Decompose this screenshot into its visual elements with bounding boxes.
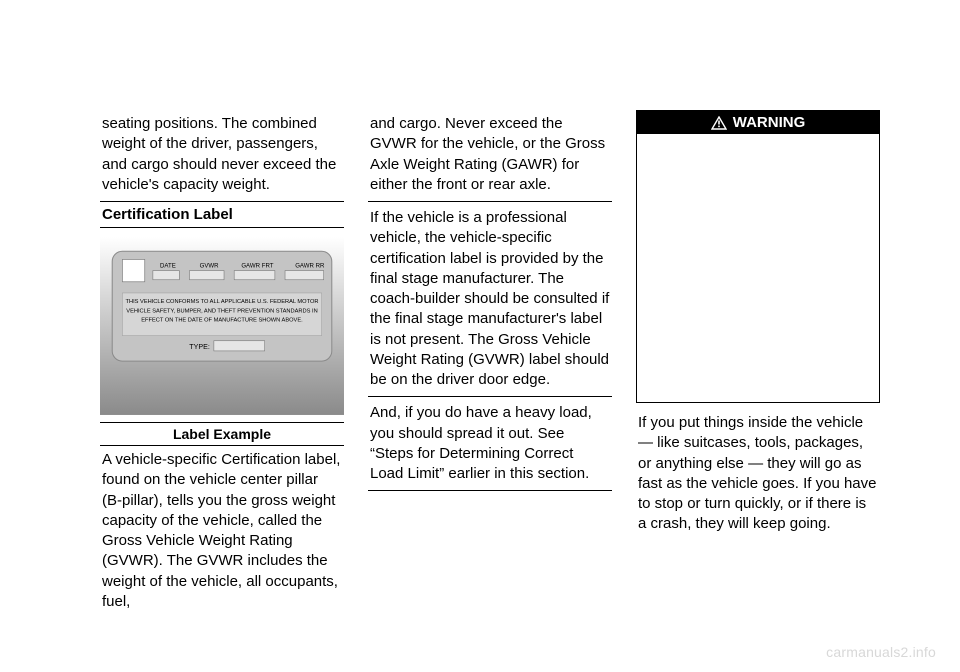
col1-para2: A vehicle-specific Certification label, … — [100, 446, 344, 616]
label-conformity-line2: VEHICLE SAFETY, BUMPER, AND THEFT PREVEN… — [126, 308, 317, 314]
warning-body — [637, 134, 879, 402]
certification-label-heading: Certification Label — [100, 204, 344, 225]
column-2: and cargo. Never exceed the GVWR for the… — [368, 110, 612, 640]
col2-para2: If the vehicle is a professional vehicle… — [368, 204, 612, 394]
warning-triangle-icon — [711, 116, 727, 130]
label-example-caption: Label Example — [100, 422, 344, 445]
label-conformity-line3: EFFECT ON THE DATE OF MANUFACTURE SHOWN … — [141, 317, 303, 323]
manual-page: seating positions. The combined weight o… — [0, 0, 960, 672]
certification-label-figure: DATE GVWR GAWR FRT GAWR RR THIS VEHICLE … — [100, 227, 344, 446]
col2-para3: And, if you do have a heavy load, you sh… — [368, 399, 612, 488]
label-field-gvwr: GVWR — [200, 263, 220, 270]
column-3: WARNING If you put things inside the veh… — [636, 110, 880, 640]
three-column-layout: seating positions. The combined weight o… — [100, 110, 880, 640]
divider — [100, 201, 344, 202]
col1-para1: seating positions. The combined weight o… — [100, 110, 344, 199]
col2-para1: and cargo. Never exceed the GVWR for the… — [368, 110, 612, 199]
col3-para1: If you put things inside the vehicle — l… — [636, 409, 880, 539]
label-field-date: DATE — [160, 263, 176, 270]
warning-label: WARNING — [733, 114, 806, 131]
label-field-gawr-rr: GAWR RR — [295, 263, 325, 270]
certification-label-svg: DATE GVWR GAWR FRT GAWR RR THIS VEHICLE … — [100, 236, 344, 416]
column-1: seating positions. The combined weight o… — [100, 110, 344, 640]
warning-heading: WARNING — [637, 111, 879, 134]
divider — [368, 490, 612, 491]
label-conformity-line1: THIS VEHICLE CONFORMS TO ALL APPLICABLE … — [125, 299, 318, 305]
label-field-type: TYPE: — [189, 343, 210, 351]
warning-box: WARNING — [636, 110, 880, 403]
divider — [368, 396, 612, 397]
divider — [368, 201, 612, 202]
label-field-gawr-frt: GAWR FRT — [241, 263, 273, 270]
watermark: carmanuals2.info — [826, 644, 936, 660]
